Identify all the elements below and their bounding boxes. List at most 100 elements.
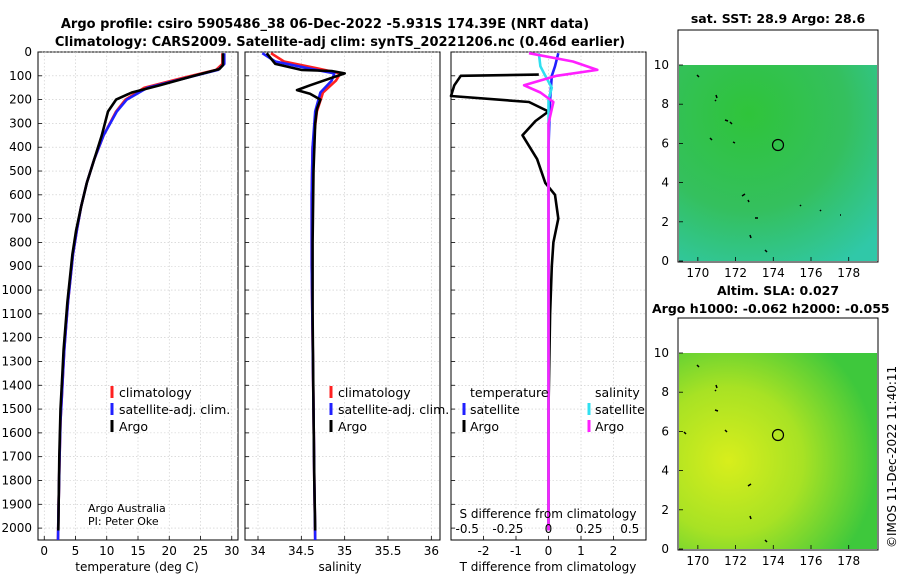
s-difference-tick-label: 0.25 (576, 522, 603, 536)
lat-tick-label: 6 (661, 136, 669, 150)
lon-tick-label: 176 (800, 554, 823, 568)
lon-tick-label: 174 (762, 266, 785, 280)
x-tick-label: 34 (250, 544, 265, 558)
depth-tick-label: 1300 (1, 354, 32, 368)
x-tick-label: 2 (610, 544, 618, 558)
difference-panel: -2 -1 0 1 2 T difference from climatology S … (449, 51, 647, 574)
depth-tick-label: 1100 (1, 307, 32, 321)
lon-tick-label: 178 (837, 266, 860, 280)
legend-s-argo-label: Argo (595, 419, 624, 434)
sla-map-subtitle: Argo h1000: -0.062 h2000: -0.055 (652, 301, 890, 316)
sst-map: sat. SST: 28.9 Argo: 28.6 170 172 174 176 17… (654, 11, 879, 280)
depth-tick-label: 700 (9, 212, 32, 226)
series-line-argo (265, 52, 347, 531)
depth-tick-label: 0 (24, 45, 32, 59)
x-tick-label: 35 (337, 544, 352, 558)
lon-tick-label: 170 (686, 554, 709, 568)
temperature-tick-labels: 0 5 10 15 20 25 30 (40, 544, 239, 558)
depth-tick-label: 1200 (1, 331, 32, 345)
s-difference-xlabel: S difference from climatology (460, 507, 637, 521)
temperature-xlabel: temperature (deg C) (75, 560, 198, 574)
sst-map-title: sat. SST: 28.9 Argo: 28.6 (691, 11, 866, 26)
t-difference-xlabel: T difference from climatology (459, 560, 637, 574)
sla-map-title: Altim. SLA: 0.027 (717, 283, 839, 298)
lat-tick-label: 2 (661, 503, 669, 517)
depth-tick-label: 1400 (1, 378, 32, 392)
depth-tick-label: 1500 (1, 402, 32, 416)
series-line-argo (57, 53, 225, 531)
depth-tick-label: 200 (9, 93, 32, 107)
depth-tick-label: 2000 (1, 521, 32, 535)
x-tick-label: 25 (193, 544, 208, 558)
salinity-axes (244, 51, 441, 541)
legend-argo-label: Argo (119, 419, 148, 434)
sla-map-ticks: 170 172 174 176 178 0 2 4 6 8 10 (654, 346, 860, 568)
salinity-series (261, 52, 347, 541)
lat-tick-label: 0 (661, 254, 669, 268)
argo-position-marker (771, 428, 785, 442)
difference-series (449, 51, 599, 531)
lon-tick-label: 178 (837, 554, 860, 568)
lon-tick-label: 170 (686, 266, 709, 280)
legend-t-satellite-label: satellite (470, 402, 520, 417)
salinity-xlabel: salinity (318, 560, 361, 574)
lon-tick-label: 174 (762, 554, 785, 568)
s-difference-tick-label: -0.5 (456, 522, 479, 536)
temperature-series (56, 53, 226, 541)
lon-tick-label: 172 (724, 554, 747, 568)
depth-tick-label: 800 (9, 235, 32, 249)
difference-legend: temperature salinity satellite Argo sate… (462, 385, 645, 434)
lon-tick-label: 172 (724, 266, 747, 280)
series-line-temperature-argo (449, 73, 560, 531)
lat-tick-label: 10 (654, 58, 669, 72)
s-difference-tick-labels: -0.5 -0.25 0 0.25 0.5 (456, 522, 640, 536)
lat-tick-label: 0 (661, 542, 669, 556)
coastline-dots (683, 364, 768, 543)
salinity-legend: climatology satellite-adj. clim. Argo (329, 385, 449, 434)
legend-temperature-header: temperature (470, 385, 549, 400)
legend-satellite-label: satellite-adj. clim. (119, 402, 230, 417)
lat-tick-label: 8 (661, 385, 669, 399)
coastline-dots (696, 74, 841, 253)
salinity-grid (245, 51, 440, 540)
salinity-panel: 34 34.5 35 35.5 36 salinity climatology sate… (244, 51, 449, 574)
legend-argo-label: Argo (338, 419, 367, 434)
lon-tick-label: 176 (800, 266, 823, 280)
x-tick-label: 1 (577, 544, 585, 558)
temperature-panel: 0100200300400500600700800900100011001200… (1, 45, 239, 574)
sla-map: Altim. SLA: 0.027 Argo h1000: -0.062 h20… (652, 283, 890, 568)
lat-tick-label: 6 (661, 424, 669, 438)
lat-tick-label: 10 (654, 346, 669, 360)
legend-salinity-header: salinity (595, 385, 640, 400)
x-tick-label: 34.5 (288, 544, 315, 558)
x-tick-label: 35.5 (375, 544, 402, 558)
legend-climatology-label: climatology (338, 385, 411, 400)
legend-satellite-label: satellite-adj. clim. (338, 402, 449, 417)
x-tick-label: 30 (224, 544, 239, 558)
depth-tick-label: 1600 (1, 426, 32, 440)
credit-line1: Argo Australia (88, 502, 166, 515)
lat-tick-label: 8 (661, 97, 669, 111)
title-line2: Climatology: CARS2009. Satellite-adj cli… (55, 35, 625, 50)
depth-tick-label: 300 (9, 116, 32, 130)
x-tick-label: 0 (40, 544, 48, 558)
credit-line2: PI: Peter Oke (88, 515, 159, 528)
depth-tick-label: 1900 (1, 497, 32, 511)
legend-s-satellite-label: satellite (595, 402, 645, 417)
s-difference-tick-label: 0 (545, 522, 553, 536)
x-tick-label: 20 (162, 544, 177, 558)
x-tick-label: 5 (72, 544, 80, 558)
depth-tick-label: 400 (9, 140, 32, 154)
depth-tick-label: 600 (9, 188, 32, 202)
temperature-legend: climatology satellite-adj. clim. Argo (110, 385, 230, 434)
x-tick-label: 0 (545, 544, 553, 558)
temperature-grid (38, 51, 238, 540)
depth-tick-label: 900 (9, 259, 32, 273)
sla-field (679, 353, 877, 549)
argo-position-marker (771, 138, 785, 152)
x-tick-label: 15 (130, 544, 145, 558)
depth-tick-label: 1000 (1, 283, 32, 297)
imos-watermark: ©IMOS 11-Dec-2022 11:40:11 (885, 366, 899, 548)
s-difference-tick-label: -0.25 (492, 522, 523, 536)
